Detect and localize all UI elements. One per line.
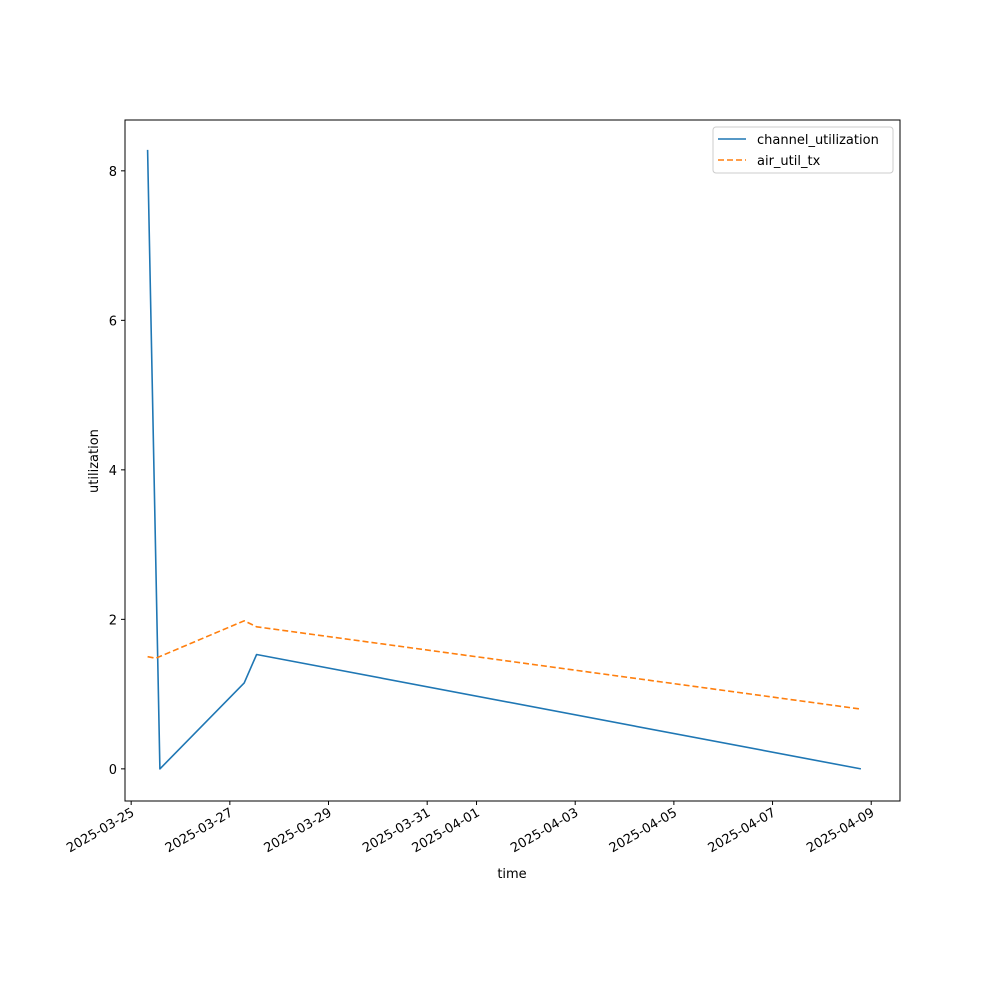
legend-label: channel_utilization [757, 133, 879, 148]
legend: channel_utilization air_util_tx [712, 126, 894, 174]
plot-area [124, 119, 901, 802]
x-tick-label: 2025-03-25 [64, 805, 137, 856]
series-line-channel-utilization [146, 149, 862, 770]
x-tick-label: 2025-04-03 [508, 805, 581, 856]
series-line-air-util-tx [147, 619, 862, 710]
y-tick-label: 0 [109, 763, 117, 778]
series-layer [146, 149, 862, 770]
legend-box [712, 126, 894, 174]
x-tick-label: 2025-03-29 [262, 805, 335, 856]
y-tick-label: 2 [109, 613, 117, 628]
x-tick-label: 2025-04-09 [804, 805, 877, 856]
y-tick-label: 8 [109, 165, 117, 180]
x-axis: 2025-03-25 2025-03-27 2025-03-29 2025-03-31… [64, 801, 877, 856]
x-axis-label: time [497, 867, 526, 882]
x-tick-label: 2025-04-05 [607, 805, 680, 856]
x-tick-label: 2025-04-07 [706, 805, 779, 856]
y-axis-label: utilization [87, 429, 102, 493]
y-tick-label: 4 [109, 464, 117, 479]
y-axis: 0 2 4 6 8 [109, 165, 125, 778]
y-tick-label: 6 [109, 314, 117, 329]
x-tick-label: 2025-03-27 [163, 805, 236, 856]
legend-label: air_util_tx [757, 154, 821, 169]
